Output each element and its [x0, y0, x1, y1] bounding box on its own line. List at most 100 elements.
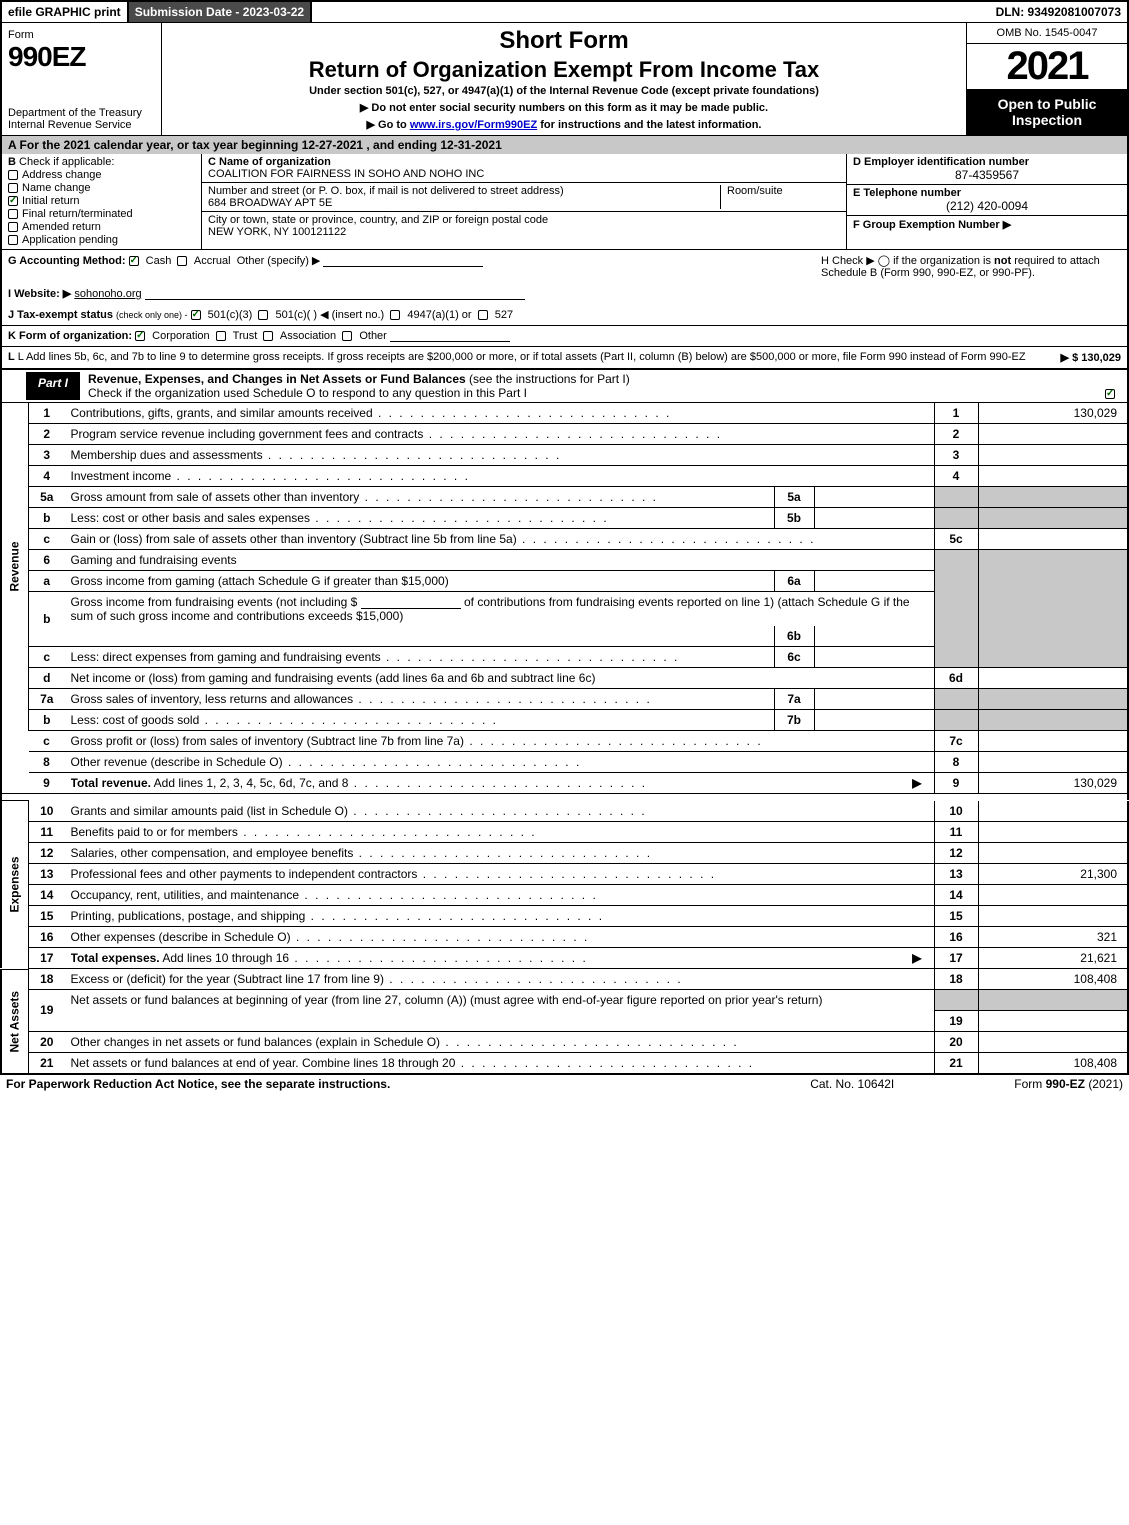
line-4-box: 4 — [934, 466, 978, 487]
chk-accrual[interactable] — [177, 256, 187, 266]
chk-application-pending[interactable]: Application pending — [8, 234, 195, 246]
line-6c-val-shade — [978, 647, 1128, 668]
section-h-text1: H Check ▶ ◯ if the organization is — [821, 255, 994, 267]
line-5c-box: 5c — [934, 529, 978, 550]
line-9-num: 9 — [29, 773, 65, 794]
line-4-desc: Investment income — [71, 469, 928, 483]
line-12-box: 12 — [934, 842, 978, 863]
line-20-desc: Other changes in net assets or fund bala… — [71, 1035, 928, 1049]
chk-association[interactable] — [263, 331, 273, 341]
row-i: I Website: ▶ sohonoho.org — [0, 283, 1129, 304]
line-2-num: 2 — [29, 424, 65, 445]
chk-sched-o[interactable] — [1105, 389, 1115, 399]
line-7a-desc: Gross sales of inventory, less returns a… — [71, 692, 768, 706]
line-6c-mini: 6c — [774, 647, 814, 668]
opt-other-org: Other — [359, 330, 387, 342]
efile-label: efile GRAPHIC print — [2, 2, 129, 22]
footer-left: For Paperwork Reduction Act Notice, see … — [6, 1077, 810, 1091]
opt-corporation: Corporation — [152, 330, 209, 342]
section-def: D Employer identification number 87-4359… — [847, 154, 1127, 249]
part1-title: Revenue, Expenses, and Changes in Net As… — [88, 372, 466, 386]
chk-501c3[interactable] — [191, 310, 201, 320]
line-4-val — [978, 466, 1128, 487]
chk-corporation[interactable] — [135, 331, 145, 341]
chk-amended-return[interactable]: Amended return — [8, 221, 195, 233]
other-org-field[interactable] — [390, 330, 510, 342]
line-10-desc: Grants and similar amounts paid (list in… — [71, 804, 928, 818]
line-7b-num: b — [29, 710, 65, 731]
phone-label: E Telephone number — [853, 187, 961, 199]
line-4-num: 4 — [29, 466, 65, 487]
section-l-text: L Add lines 5b, 6c, and 7b to line 9 to … — [18, 351, 1026, 363]
under-section: Under section 501(c), 527, or 4947(a)(1)… — [309, 85, 819, 97]
phone-value: (212) 420-0094 — [853, 199, 1121, 213]
chk-4947[interactable] — [390, 310, 400, 320]
footer-form-suffix: (2021) — [1088, 1077, 1123, 1091]
chk-address-change[interactable]: Address change — [8, 169, 195, 181]
section-h-not: not — [994, 255, 1011, 267]
chk-trust[interactable] — [216, 331, 226, 341]
return-title: Return of Organization Exempt From Incom… — [309, 57, 820, 83]
line-6c-mini-val — [814, 647, 934, 668]
footer-form-prefix: Form — [1014, 1077, 1045, 1091]
line-17-num: 17 — [29, 947, 65, 968]
chk-501c[interactable] — [258, 310, 268, 320]
chk-name-change[interactable]: Name change — [8, 182, 195, 194]
line-15-val — [978, 905, 1128, 926]
ein-label: D Employer identification number — [853, 156, 1029, 168]
form-number: 990EZ — [8, 41, 86, 72]
line-6d-box: 6d — [934, 668, 978, 689]
website-underline — [145, 288, 525, 300]
line-7b-box-shade — [934, 710, 978, 731]
row-j: J Tax-exempt status (check only one) - 5… — [0, 304, 1129, 326]
line-8-val — [978, 752, 1128, 773]
chk-initial-return-label: Initial return — [22, 195, 79, 207]
line-6b-mini-val — [814, 626, 934, 647]
chk-other-org[interactable] — [342, 331, 352, 341]
line-12-num: 12 — [29, 842, 65, 863]
chk-initial-return[interactable]: Initial return — [8, 195, 195, 207]
line-6a-num: a — [29, 571, 65, 592]
opt-trust: Trust — [233, 330, 258, 342]
chk-527[interactable] — [478, 310, 488, 320]
line-5c-desc: Gain or (loss) from sale of assets other… — [71, 532, 928, 546]
website-link[interactable]: sohonoho.org — [74, 288, 141, 300]
goto-link[interactable]: www.irs.gov/Form990EZ — [410, 119, 537, 131]
goto-suffix: for instructions and the latest informat… — [540, 119, 761, 131]
chk-final-return[interactable]: Final return/terminated — [8, 208, 195, 220]
form-header: Form 990EZ Department of the Treasury In… — [0, 22, 1129, 136]
opt-4947: 4947(a)(1) or — [407, 309, 471, 321]
line-5b-mini-val — [814, 508, 934, 529]
header-title-block: Short Form Return of Organization Exempt… — [162, 23, 967, 135]
other-specify-field[interactable] — [323, 255, 483, 267]
line-14-val — [978, 884, 1128, 905]
line-11-desc: Benefits paid to or for members — [71, 825, 928, 839]
line-5a-desc: Gross amount from sale of assets other t… — [71, 490, 768, 504]
expenses-side-label: Expenses — [1, 801, 29, 969]
goto-prefix: ▶ Go to — [367, 119, 410, 131]
section-b-label: B — [8, 156, 16, 168]
line-12-val — [978, 842, 1128, 863]
row-k: K Form of organization: Corporation Trus… — [0, 326, 1129, 347]
city-label: City or town, state or province, country… — [208, 214, 548, 226]
chk-name-change-label: Name change — [22, 182, 91, 194]
line-6b-amount-field[interactable] — [361, 597, 461, 609]
line-19-desc: Net assets or fund balances at beginning… — [65, 990, 935, 1011]
line-20-num: 20 — [29, 1031, 65, 1052]
open-to-public: Open to Public Inspection — [967, 90, 1127, 135]
line-14-num: 14 — [29, 884, 65, 905]
revenue-side-label: Revenue — [1, 403, 29, 731]
line-17-desc: Total expenses. — [71, 951, 160, 965]
line-5b-mini: 5b — [774, 508, 814, 529]
line-6-num: 6 — [29, 550, 65, 571]
opt-association: Association — [280, 330, 336, 342]
street-address: 684 BROADWAY APT 5E — [208, 197, 332, 209]
chk-cash[interactable] — [129, 256, 139, 266]
no-ssn-note: ▶ Do not enter social security numbers o… — [360, 101, 768, 114]
line-2-val — [978, 424, 1128, 445]
line-15-box: 15 — [934, 905, 978, 926]
line-5c-num: c — [29, 529, 65, 550]
line-5a-box-shade — [934, 487, 978, 508]
revenue-side-tail — [1, 731, 29, 752]
section-b: B Check if applicable: Address change Na… — [2, 154, 202, 249]
